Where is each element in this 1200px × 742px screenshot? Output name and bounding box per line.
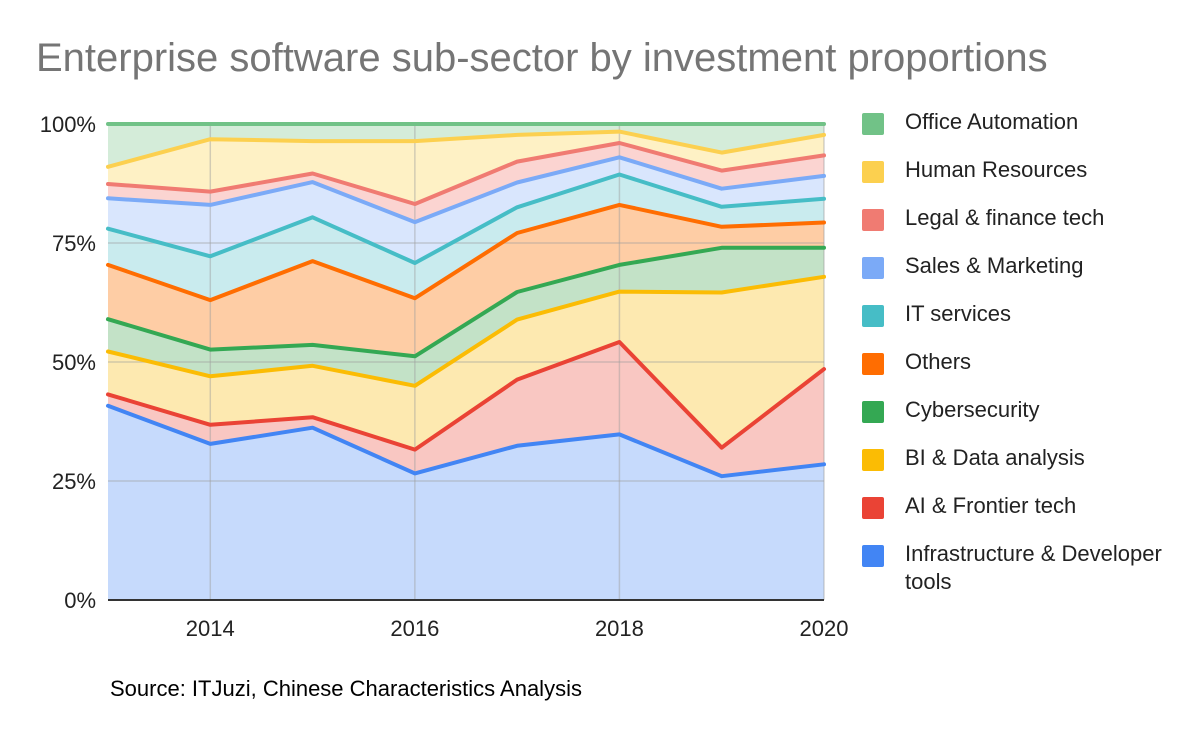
legend-item: Cybersecurity — [862, 396, 1192, 444]
legend-item: BI & Data analysis — [862, 444, 1192, 492]
legend-label: Infrastructure & Developer tools — [905, 541, 1162, 594]
line-0 — [106, 403, 826, 479]
area-9 — [108, 124, 824, 167]
legend-label: AI & Frontier tech — [905, 493, 1077, 518]
legend-swatch — [862, 545, 884, 567]
series-lines — [106, 122, 826, 479]
line-8 — [106, 129, 826, 169]
legend-swatch — [862, 449, 884, 471]
axes: 0% 25% 50% 75% 100% 2014 2016 2018 2020 — [40, 112, 849, 641]
legend-label: Others — [905, 349, 972, 374]
y-tick-label: 100% — [40, 112, 96, 137]
area-4 — [108, 204, 824, 357]
legend: Office Automation Human Resources Legal & … — [862, 108, 1192, 594]
legend-label: IT services — [905, 301, 1011, 326]
area-2 — [108, 276, 824, 450]
line-4 — [106, 202, 826, 303]
line-7 — [106, 141, 826, 206]
x-tick-label: 2014 — [186, 616, 235, 641]
legend-item: Human Resources — [862, 156, 1192, 204]
legend-swatch — [862, 209, 884, 231]
line-3 — [106, 245, 826, 359]
area-0 — [108, 405, 824, 600]
y-tick-label: 50% — [52, 350, 96, 375]
area-3 — [108, 247, 824, 386]
legend-item: IT services — [862, 300, 1192, 348]
legend-swatch — [862, 497, 884, 519]
x-tick-label: 2020 — [800, 616, 849, 641]
source-note: Source: ITJuzi, Chinese Characteristics … — [110, 676, 582, 701]
area-6 — [108, 157, 824, 263]
legend-item: AI & Frontier tech — [862, 492, 1192, 540]
legend-item: Infrastructure & Developer tools — [862, 540, 1192, 594]
x-tick-label: 2016 — [390, 616, 439, 641]
legend-label: Office Automation — [905, 109, 1079, 134]
y-tick-label: 25% — [52, 469, 96, 494]
x-tick-label: 2018 — [595, 616, 644, 641]
legend-item: Sales & Marketing — [862, 252, 1192, 300]
legend-swatch — [862, 257, 884, 279]
legend-label: Human Resources — [905, 157, 1088, 182]
legend-item: Legal & finance tech — [862, 204, 1192, 252]
area-fills — [108, 124, 824, 600]
y-tick-label: 75% — [52, 231, 96, 256]
legend-label: BI & Data analysis — [905, 445, 1085, 470]
line-2 — [106, 274, 826, 388]
area-7 — [108, 143, 824, 223]
legend-label: Legal & finance tech — [905, 205, 1105, 230]
legend-swatch — [862, 161, 884, 183]
legend-swatch — [862, 401, 884, 423]
legend-label: Sales & Marketing — [905, 253, 1084, 278]
legend-label: Cybersecurity — [905, 397, 1040, 422]
line-1 — [106, 340, 826, 452]
line-6 — [106, 155, 826, 225]
chart-title: Enterprise software sub-sector by invest… — [36, 36, 1048, 80]
legend-swatch — [862, 113, 884, 135]
line-5 — [106, 172, 826, 265]
y-tick-label: 0% — [64, 588, 96, 613]
legend-item: Office Automation — [862, 108, 1192, 156]
legend-item: Others — [862, 348, 1192, 396]
area-1 — [108, 342, 824, 477]
legend-swatch — [862, 305, 884, 327]
legend-swatch — [862, 353, 884, 375]
